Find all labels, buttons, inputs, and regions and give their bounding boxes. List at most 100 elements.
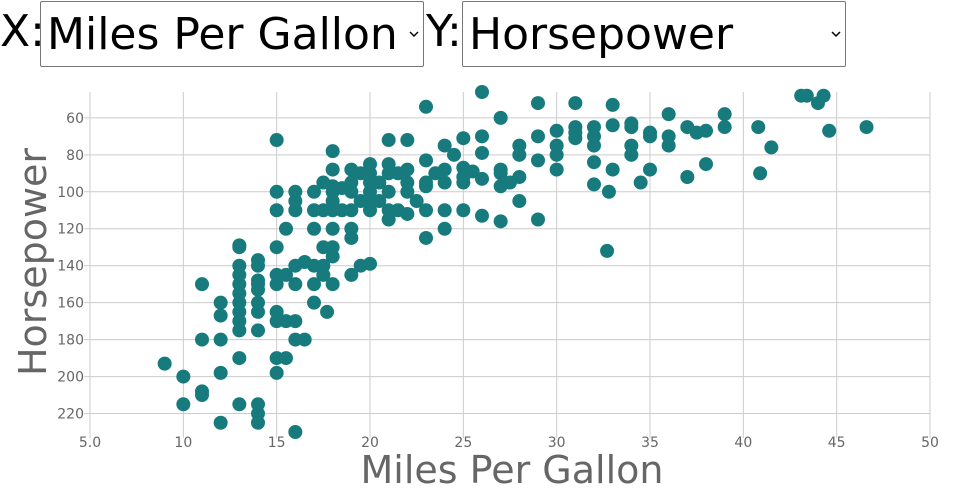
- point: [344, 203, 359, 218]
- point: [372, 175, 387, 190]
- y-select-value: Horsepower: [469, 9, 734, 60]
- point: [549, 123, 564, 138]
- x-tick-label: 40: [734, 435, 752, 451]
- point: [213, 365, 228, 380]
- point: [307, 221, 321, 236]
- point: [381, 212, 396, 227]
- x-tick-label: 45: [828, 435, 846, 451]
- point: [822, 123, 837, 138]
- point: [269, 203, 284, 218]
- point: [232, 240, 247, 255]
- y-tick-label: 100: [57, 185, 84, 201]
- point: [344, 267, 359, 282]
- x-tick-label: 5.0: [79, 435, 101, 451]
- point: [213, 295, 228, 310]
- point: [493, 110, 508, 125]
- y-tick-label: 120: [57, 222, 84, 238]
- x-select[interactable]: Miles Per Gallon: [40, 1, 424, 67]
- y-tick-label: 220: [57, 407, 84, 423]
- point: [157, 356, 172, 371]
- point: [493, 214, 508, 229]
- point: [661, 138, 676, 153]
- point: [437, 162, 452, 177]
- y-tick-label: 160: [57, 296, 84, 312]
- point: [419, 99, 433, 114]
- point: [437, 221, 452, 236]
- point: [643, 129, 657, 144]
- point: [195, 332, 209, 347]
- point: [465, 164, 480, 179]
- point: [475, 145, 489, 160]
- point: [400, 206, 415, 221]
- point: [419, 153, 433, 168]
- y-tick-label: 80: [66, 148, 84, 164]
- chevron: [409, 31, 419, 38]
- x-tick-label: 20: [361, 435, 379, 451]
- point: [633, 175, 648, 190]
- point: [195, 277, 209, 292]
- y-tick-label: 180: [57, 333, 84, 349]
- point: [269, 365, 284, 380]
- point: [279, 314, 293, 329]
- point: [456, 131, 471, 146]
- point: [409, 194, 424, 209]
- point: [624, 120, 639, 135]
- point: [568, 96, 583, 111]
- x-tick-label: 50: [921, 435, 939, 451]
- x-axis-title: Miles Per Gallon: [361, 448, 664, 492]
- point: [363, 203, 377, 218]
- point: [372, 194, 387, 209]
- y-select[interactable]: Horsepower: [462, 1, 846, 67]
- point: [587, 138, 601, 153]
- point: [531, 153, 545, 168]
- point: [251, 282, 265, 297]
- y-label: Y:: [426, 6, 462, 57]
- point: [753, 166, 768, 181]
- point: [232, 397, 247, 412]
- chart: Miles Per Gallon Horsepower 5.0 10 15 20 25 3…: [11, 85, 939, 492]
- y-axis-title: Horsepower: [11, 148, 55, 376]
- point: [531, 96, 545, 111]
- point: [699, 123, 713, 138]
- point: [269, 133, 284, 148]
- point: [344, 184, 359, 199]
- point: [680, 170, 695, 184]
- point: [661, 107, 676, 122]
- point: [307, 295, 321, 310]
- point: [512, 147, 527, 162]
- point: [643, 162, 657, 177]
- point: [419, 203, 433, 218]
- point: [400, 133, 415, 148]
- point: [419, 230, 433, 245]
- point: [269, 184, 284, 199]
- point: [493, 166, 508, 181]
- point: [316, 267, 331, 282]
- point: [600, 243, 615, 258]
- point: [799, 88, 814, 103]
- point: [400, 162, 415, 177]
- x-tick-label: 15: [268, 435, 286, 451]
- point: [717, 107, 732, 122]
- point: [363, 256, 377, 271]
- x-select-value: Miles Per Gallon: [47, 9, 398, 60]
- point: [251, 304, 265, 319]
- point: [213, 308, 228, 323]
- point: [325, 221, 340, 236]
- point: [320, 304, 335, 319]
- point: [288, 425, 303, 439]
- point: [699, 157, 713, 172]
- point: [475, 85, 489, 99]
- point: [251, 415, 265, 430]
- point: [601, 184, 616, 199]
- point: [531, 129, 545, 144]
- point: [269, 277, 284, 292]
- point: [816, 88, 831, 103]
- point: [549, 147, 564, 162]
- point: [419, 179, 433, 194]
- point: [307, 277, 321, 292]
- y-tick-label: 200: [57, 370, 84, 386]
- point: [605, 162, 620, 177]
- point: [549, 162, 564, 177]
- point: [400, 184, 415, 199]
